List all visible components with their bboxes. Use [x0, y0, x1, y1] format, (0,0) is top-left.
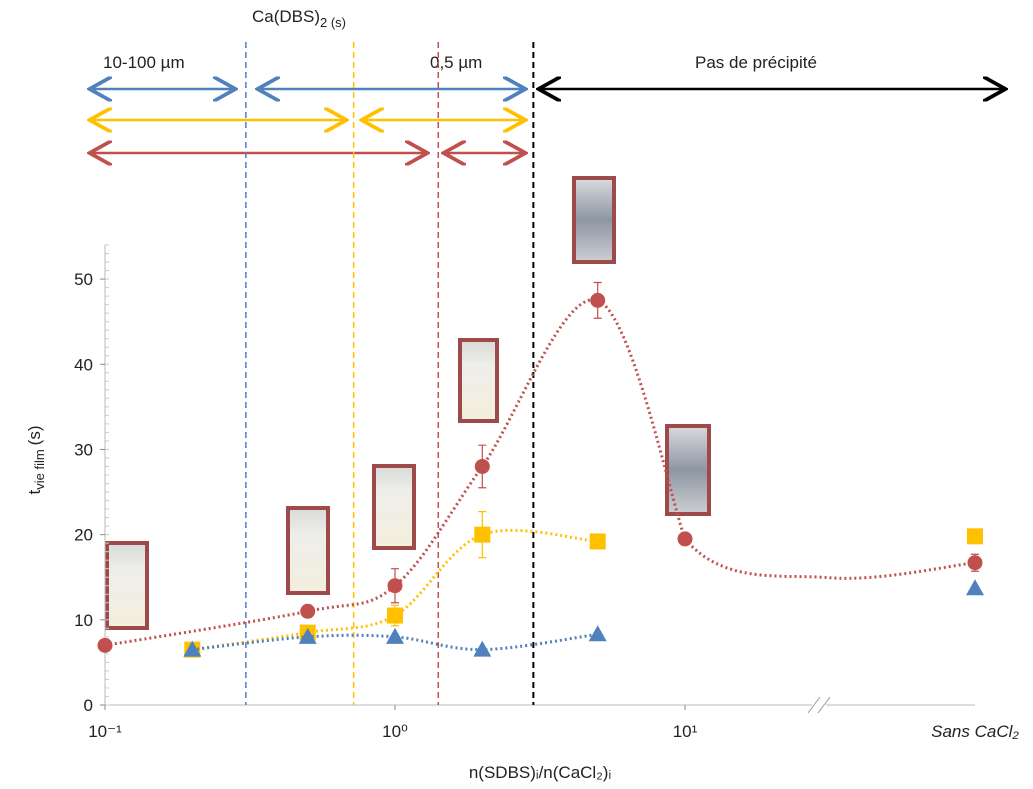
no-precipitate-label: Pas de précipité [695, 53, 817, 72]
point [967, 555, 983, 571]
y-tick-label: 0 [84, 696, 93, 715]
x-tick-label: 10⁰ [382, 722, 408, 741]
size-large-label: 10-100 µm [103, 53, 185, 72]
point [300, 603, 316, 619]
point [677, 531, 693, 547]
y-tick-label: 30 [74, 440, 93, 459]
vials [105, 176, 711, 630]
trend-line-extra [683, 534, 976, 580]
point [966, 579, 984, 596]
point [589, 533, 606, 550]
extra-category-label: Sans CaCl₂ [931, 722, 1019, 741]
axis-title: tvie film (s) n(SDBS)ᵢ/n(CaCl₂)ᵢ [25, 425, 611, 782]
point [588, 625, 607, 642]
y-axis-title: tvie film (s) [25, 425, 47, 494]
y-title-main: t [25, 490, 44, 495]
x-tick-label: 10¹ [673, 722, 698, 741]
y-title-sub: vie film [32, 449, 47, 489]
point [474, 458, 490, 474]
point [967, 528, 983, 545]
point [473, 640, 492, 657]
precipitate-text: Ca(DBS) [252, 7, 320, 26]
point [183, 640, 202, 657]
vial [372, 464, 416, 550]
point [298, 627, 317, 644]
size-small-label: 0,5 µm [430, 53, 482, 72]
precipitate-sub: 2 (s) [320, 15, 346, 30]
vial [572, 176, 616, 264]
y-tick-label: 50 [74, 270, 93, 289]
vial [105, 541, 149, 630]
point [97, 637, 113, 653]
y-tick-label: 20 [74, 526, 93, 545]
x-tick-label: 10⁻¹ [88, 722, 122, 741]
annotations: Ca(DBS)2 (s) 10-100 µm 0,5 µm Pas de pré… [92, 7, 1003, 153]
point [387, 607, 403, 624]
point [386, 627, 404, 644]
vial [286, 506, 330, 595]
x-axis-title: n(SDBS)ᵢ/n(CaCl₂)ᵢ [469, 763, 611, 782]
y-title-unit: (s) [25, 425, 44, 445]
trend-line [192, 632, 598, 652]
axis-break [807, 696, 831, 714]
point [474, 526, 491, 543]
point [590, 292, 606, 308]
y-tick-label: 10 [74, 611, 93, 630]
vial [665, 424, 711, 516]
y-tick-label: 40 [74, 355, 93, 374]
precipitate-label: Ca(DBS)2 (s) [252, 7, 346, 30]
vial [458, 338, 499, 423]
point [387, 578, 403, 594]
